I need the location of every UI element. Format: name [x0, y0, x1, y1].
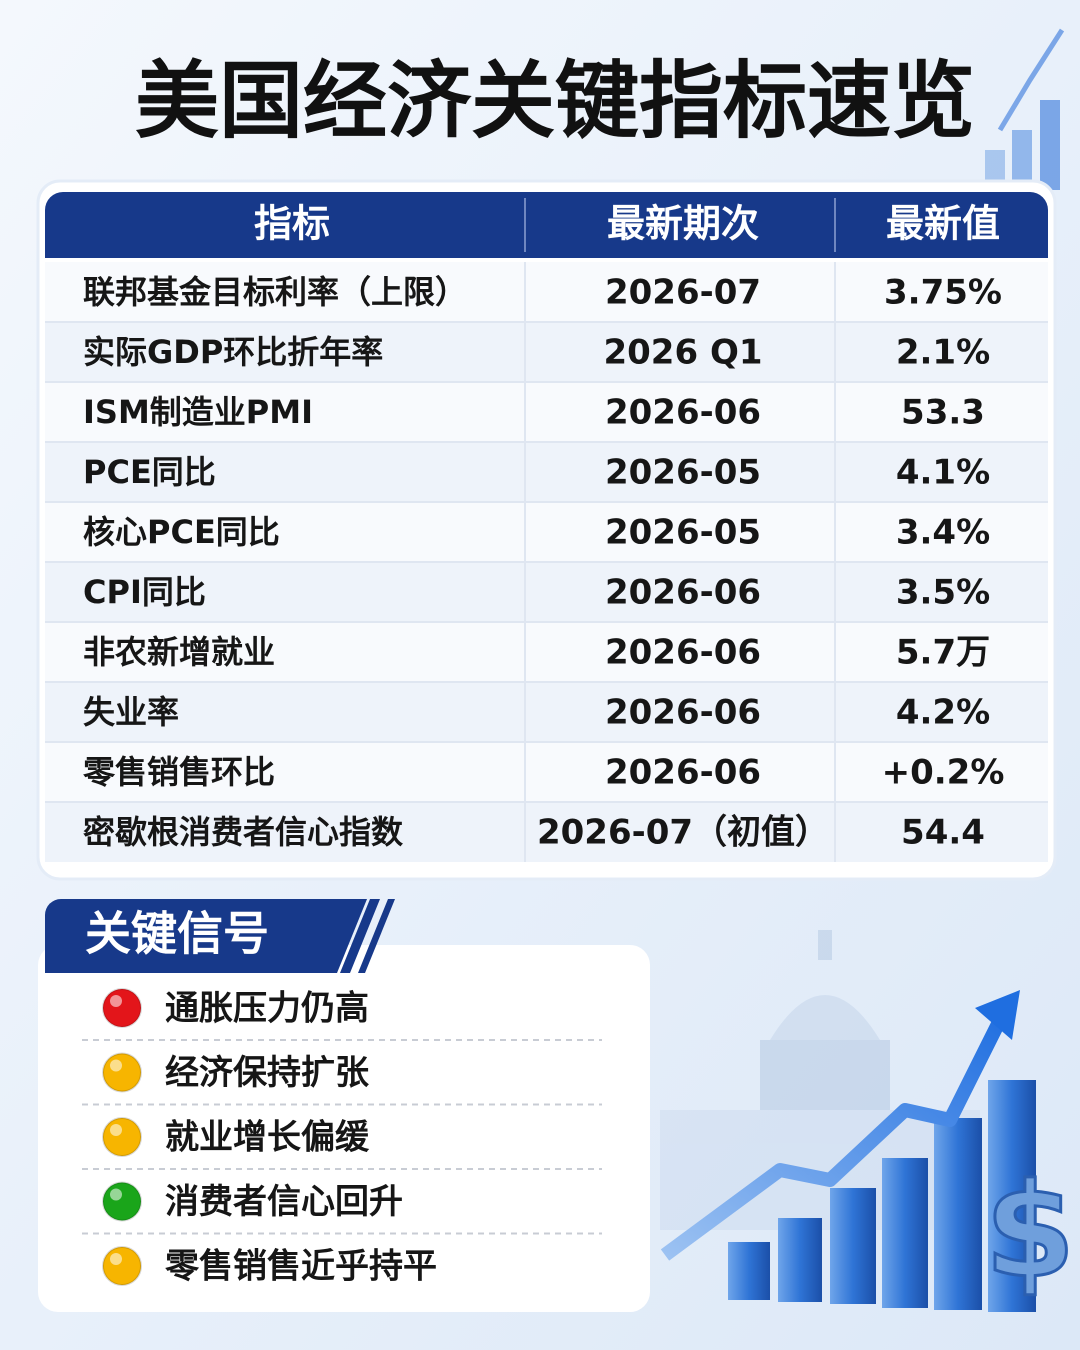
signal-label: 经济保持扩张 [165, 1053, 369, 1093]
value: 54.4 [901, 813, 985, 853]
value: 53.3 [901, 393, 985, 433]
decoration: $ [660, 990, 1077, 1312]
signal-dot [102, 1052, 142, 1093]
indicator-name: CPI同比 [83, 573, 206, 611]
indicator-name: 核心PCE同比 [83, 513, 280, 551]
svg-text:$: $ [985, 1155, 1075, 1307]
period: 2026-06 [605, 633, 761, 673]
column-header: 最新值 [886, 202, 1000, 246]
signal-dot-shine [110, 1059, 122, 1072]
table-row [45, 802, 1048, 862]
value: 3.4% [896, 513, 990, 553]
value: 4.2% [896, 693, 990, 733]
period: 2026-05 [605, 513, 761, 553]
signal-dot [102, 1181, 142, 1222]
table-row [45, 502, 1048, 562]
table-row [45, 262, 1048, 322]
title: 美国经济关键指标速览 [135, 52, 975, 150]
signal-dot-shine [110, 1124, 122, 1136]
indicator-name: 实际GDP环比折年率 [83, 333, 383, 371]
signal-dot [102, 988, 142, 1028]
table-row [45, 682, 1048, 742]
table-row [45, 622, 1048, 682]
period: 2026-05 [605, 453, 761, 493]
indicator-name: PCE同比 [83, 453, 216, 491]
table-row [45, 322, 1048, 382]
signals-tab-stripes [340, 899, 395, 973]
signals-title: 关键信号 [85, 907, 269, 961]
indicator-name: 失业率 [83, 693, 179, 731]
signal-dot [102, 1117, 142, 1157]
signal-label: 消费者信心回升 [165, 1182, 403, 1222]
indicator-name: 非农新增就业 [83, 633, 275, 671]
signal-dot-shine [110, 995, 122, 1007]
table-row [45, 442, 1048, 502]
period: 2026-06 [605, 573, 761, 613]
period: 2026-07（初值） [537, 813, 829, 853]
signal-dot-shine [110, 1188, 122, 1201]
column-header: 最新期次 [607, 202, 759, 246]
value: 3.75% [884, 273, 1002, 313]
signal-label: 零售销售近乎持平 [165, 1247, 437, 1287]
column-header: 指标 [254, 202, 330, 246]
table-header [45, 192, 1048, 258]
signal-label: 通胀压力仍高 [165, 989, 369, 1029]
indicator-name: ISM制造业PMI [83, 393, 313, 431]
value: 5.7万 [896, 633, 990, 673]
indicator-name: 联邦基金目标利率（上限） [83, 273, 467, 311]
period: 2026-06 [605, 393, 761, 433]
signals-card [38, 945, 650, 1312]
value: 2.1% [896, 333, 990, 373]
signals-tab [45, 899, 367, 973]
indicator-name: 零售销售环比 [83, 753, 275, 791]
period: 2026-07 [605, 273, 761, 313]
value: +0.2% [882, 753, 1005, 793]
signal-dot [102, 1246, 142, 1286]
table-row [45, 742, 1048, 802]
table-row [45, 382, 1048, 442]
table-row [45, 562, 1048, 622]
value: 3.5% [896, 573, 990, 613]
period: 2026-06 [605, 753, 761, 793]
value: 4.1% [896, 453, 990, 493]
signal-dot-shine [110, 1253, 122, 1265]
signal-label: 就业增长偏缓 [165, 1118, 370, 1158]
indicator-name: 密歇根消费者信心指数 [83, 813, 404, 851]
period: 2026 Q1 [603, 333, 762, 373]
period: 2026-06 [605, 693, 761, 733]
